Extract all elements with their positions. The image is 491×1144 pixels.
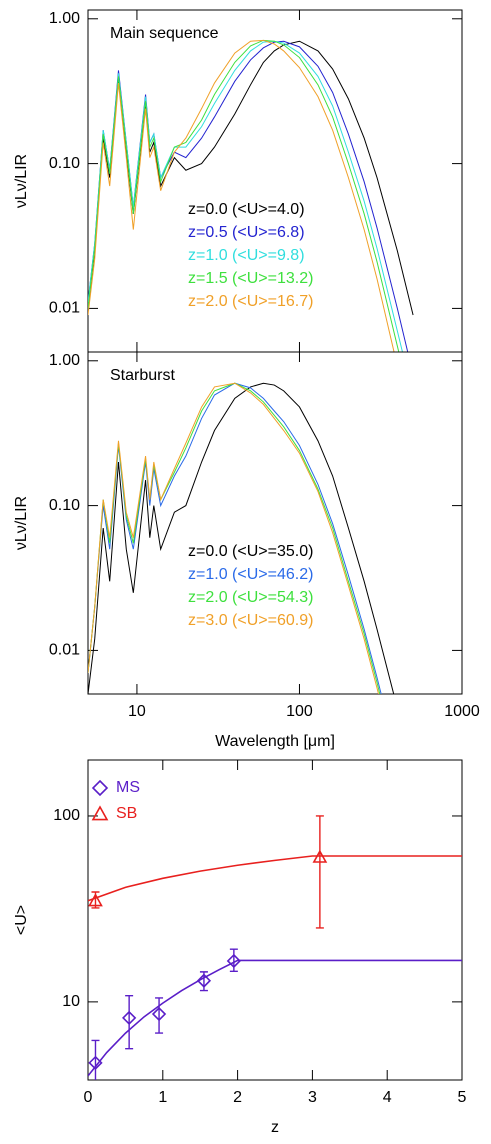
x-axis-label: z	[271, 1119, 279, 1136]
y-tick-label: 0.01	[49, 642, 80, 659]
data-point	[122, 1010, 137, 1026]
x-tick-label: 1	[158, 1089, 167, 1106]
panel: 10 100 0 1 2 3 4 5 z <U> MS SB	[13, 759, 467, 1136]
y-tick-label: 1.00	[49, 10, 80, 27]
y-tick-label: 100	[53, 807, 80, 824]
panel-title: Starburst	[110, 367, 175, 384]
data-point	[226, 953, 241, 969]
plot-area	[88, 382, 395, 694]
x-tick-label: 5	[458, 1089, 467, 1106]
plot-frame	[87, 759, 463, 1081]
x-tick-label: 4	[383, 1089, 392, 1106]
y-axis-label: νLν/LIR	[13, 496, 30, 550]
y-tick-label: 10	[62, 993, 80, 1010]
fit-curve	[88, 855, 462, 902]
legend-label: z=3.0 (<U>=60.9)	[188, 612, 313, 629]
legend-label: z=0.5 (<U>=6.8)	[188, 224, 305, 241]
x-tick-label: 3	[308, 1089, 317, 1106]
panel: 0.01 0.10 1.00 10 100 1000 Starburst Wavelength…	[13, 351, 480, 750]
legend-label: z=1.0 (<U>=46.2)	[188, 566, 313, 583]
fit-curve	[88, 959, 462, 1077]
y-tick-label: 0.01	[49, 300, 80, 317]
legend-marker	[91, 779, 109, 797]
sed-curve	[88, 382, 395, 694]
plot-area	[88, 815, 462, 1080]
legend-label: SB	[116, 805, 137, 822]
sed-curve	[88, 39, 400, 352]
panel: 0.01 0.10 1.00 Main sequence νLν/LIR z=0.0 (<…	[13, 9, 463, 353]
legend-label: z=0.0 (<U>=4.0)	[188, 201, 305, 218]
legend-label: MS	[116, 779, 140, 796]
sed-curve	[88, 382, 380, 694]
x-tick-label: 2	[233, 1089, 242, 1106]
plot-area	[88, 39, 414, 352]
x-tick-label: 10	[128, 703, 146, 720]
error-bar	[125, 994, 134, 1050]
x-axis-label: Wavelength [μm]	[215, 733, 335, 750]
y-tick-label: 0.10	[49, 497, 80, 514]
x-tick-label: 1000	[444, 703, 480, 720]
x-tick-label: 0	[84, 1089, 93, 1106]
y-axis-label: <U>	[13, 905, 30, 935]
error-bar	[315, 815, 324, 929]
legend-label: z=1.5 (<U>=13.2)	[188, 270, 313, 287]
data-point	[151, 1006, 167, 1022]
x-tick-label: 100	[286, 703, 313, 720]
plot-frame	[87, 351, 463, 695]
y-tick-label: 0.10	[49, 155, 80, 172]
y-axis-label: νLν/LIR	[13, 154, 30, 208]
legend-label: z=2.0 (<U>=54.3)	[188, 589, 313, 606]
legend-marker	[91, 805, 109, 821]
data-point	[196, 973, 212, 988]
sed-curve	[88, 382, 381, 694]
panel-title: Main sequence	[110, 25, 219, 42]
error-bar	[155, 997, 164, 1034]
legend-label: z=1.0 (<U>=9.8)	[188, 247, 305, 264]
legend-label: z=0.0 (<U>=35.0)	[188, 543, 313, 560]
legend-label: z=2.0 (<U>=16.7)	[188, 293, 313, 310]
error-bar	[91, 1039, 100, 1080]
sed-curve	[88, 39, 395, 352]
data-point	[88, 893, 103, 907]
y-tick-label: 1.00	[49, 352, 80, 369]
